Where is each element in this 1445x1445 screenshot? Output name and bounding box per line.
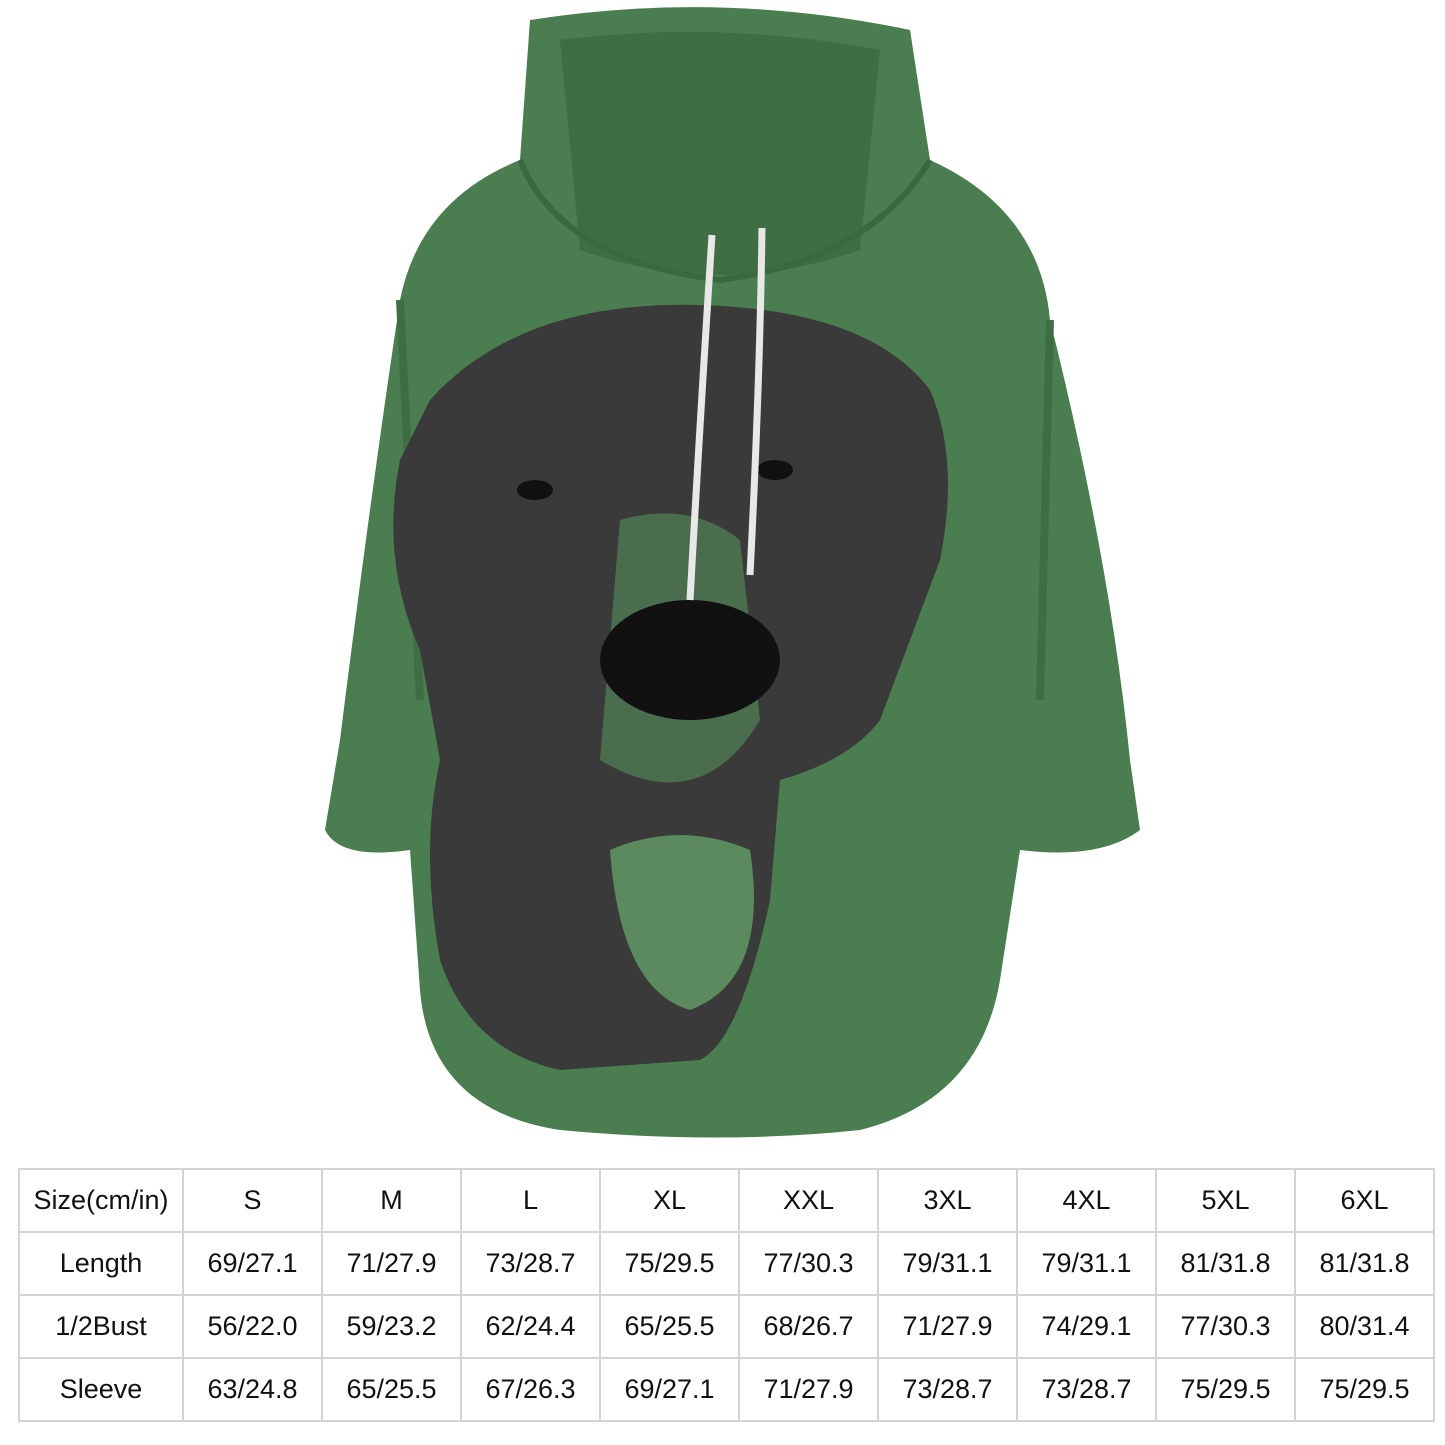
hoodie-product-image xyxy=(325,7,1140,1138)
size-chart-table: Size(cm/in) S M L XL XXL 3XL 4XL 5XL 6XL… xyxy=(18,1168,1435,1422)
table-cell: 67/26.3 xyxy=(460,1357,601,1422)
drawstrings xyxy=(686,227,766,601)
table-cell: 63/24.8 xyxy=(182,1357,323,1422)
table-header-row: Size(cm/in) S M L XL XXL 3XL 4XL 5XL 6XL xyxy=(18,1168,1435,1233)
table-cell: 75/29.5 xyxy=(599,1231,740,1296)
table-row-sleeve: Sleeve 63/24.8 65/25.5 67/26.3 69/27.1 7… xyxy=(18,1357,1435,1422)
table-header-cell: 4XL xyxy=(1016,1168,1157,1233)
table-header-cell: XL xyxy=(599,1168,740,1233)
table-cell: 69/27.1 xyxy=(182,1231,323,1296)
table-cell: 68/26.7 xyxy=(738,1294,879,1359)
table-cell: 81/31.8 xyxy=(1294,1231,1435,1296)
dog-face-print xyxy=(393,304,948,1070)
table-header-cell: Size(cm/in) xyxy=(18,1168,184,1233)
table-header-cell: XXL xyxy=(738,1168,879,1233)
table-cell: 65/25.5 xyxy=(599,1294,740,1359)
table-cell: 71/27.9 xyxy=(877,1294,1018,1359)
table-cell: 79/31.1 xyxy=(1016,1231,1157,1296)
table-cell: 80/31.4 xyxy=(1294,1294,1435,1359)
table-cell: 69/27.1 xyxy=(599,1357,740,1422)
row-label: Sleeve xyxy=(18,1357,184,1422)
row-label: 1/2Bust xyxy=(18,1294,184,1359)
table-cell: 75/29.5 xyxy=(1294,1357,1435,1422)
table-header-cell: S xyxy=(182,1168,323,1233)
table-cell: 62/24.4 xyxy=(460,1294,601,1359)
table-header-cell: 5XL xyxy=(1155,1168,1296,1233)
table-header-cell: L xyxy=(460,1168,601,1233)
table-cell: 71/27.9 xyxy=(738,1357,879,1422)
table-cell: 79/31.1 xyxy=(877,1231,1018,1296)
table-cell: 77/30.3 xyxy=(1155,1294,1296,1359)
table-cell: 75/29.5 xyxy=(1155,1357,1296,1422)
table-cell: 56/22.0 xyxy=(182,1294,323,1359)
table-cell: 73/28.7 xyxy=(460,1231,601,1296)
table-cell: 77/30.3 xyxy=(738,1231,879,1296)
table-cell: 59/23.2 xyxy=(321,1294,462,1359)
table-header-cell: 3XL xyxy=(877,1168,1018,1233)
table-cell: 73/28.7 xyxy=(877,1357,1018,1422)
table-cell: 74/29.1 xyxy=(1016,1294,1157,1359)
table-cell: 81/31.8 xyxy=(1155,1231,1296,1296)
table-cell: 65/25.5 xyxy=(321,1357,462,1422)
table-header-cell: M xyxy=(321,1168,462,1233)
table-row-half-bust: 1/2Bust 56/22.0 59/23.2 62/24.4 65/25.5 … xyxy=(18,1294,1435,1359)
table-header-cell: 6XL xyxy=(1294,1168,1435,1233)
table-row-length: Length 69/27.1 71/27.9 73/28.7 75/29.5 7… xyxy=(18,1231,1435,1296)
table-cell: 71/27.9 xyxy=(321,1231,462,1296)
row-label: Length xyxy=(18,1231,184,1296)
table-cell: 73/28.7 xyxy=(1016,1357,1157,1422)
